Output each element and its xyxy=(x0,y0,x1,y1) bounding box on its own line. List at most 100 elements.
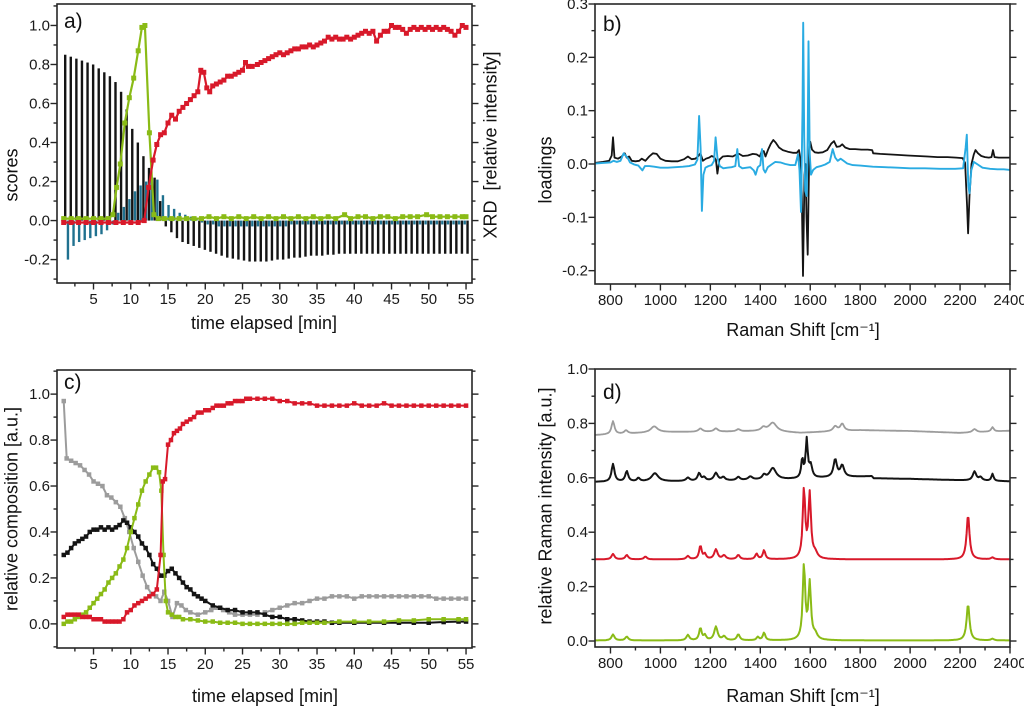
svg-text:0.0: 0.0 xyxy=(29,616,50,633)
svg-text:1200: 1200 xyxy=(694,655,727,672)
panel-b-xaxis-title: Raman Shift [cm⁻¹] xyxy=(726,320,880,340)
svg-text:0.0: 0.0 xyxy=(29,213,50,230)
svg-text:-0.2: -0.2 xyxy=(562,263,588,280)
panel-d-yaxis-title: relative Raman intensity [a.u.] xyxy=(535,387,556,625)
panel-c-yaxis-title: relative composition [a.u.] xyxy=(1,406,22,612)
svg-text:50: 50 xyxy=(420,291,437,308)
composition-line-green xyxy=(61,465,469,627)
spectrum-gray xyxy=(595,420,1010,436)
svg-text:800: 800 xyxy=(598,292,623,309)
svg-text:2200: 2200 xyxy=(943,292,976,309)
svg-text:25: 25 xyxy=(234,291,251,308)
svg-text:30: 30 xyxy=(271,291,288,308)
svg-text:1000: 1000 xyxy=(644,655,677,672)
svg-text:45: 45 xyxy=(383,656,400,673)
panel-a-letter: a) xyxy=(64,10,83,33)
svg-text:35: 35 xyxy=(309,656,326,673)
svg-text:0.0: 0.0 xyxy=(567,156,588,173)
panel-c-tick-labels: 5 10 15 20 25 30 35 40 45 50 55 0.0 0.2 0.4 0.6 0.8 1.0 xyxy=(29,386,474,673)
svg-text:0.0: 0.0 xyxy=(567,633,588,650)
svg-text:1400: 1400 xyxy=(744,655,777,672)
svg-text:1800: 1800 xyxy=(843,655,876,672)
svg-text:5: 5 xyxy=(89,656,97,673)
scores-bars-black xyxy=(64,54,469,262)
svg-text:2200: 2200 xyxy=(943,655,976,672)
composition-line-gray xyxy=(61,398,469,620)
svg-text:800: 800 xyxy=(598,655,623,672)
svg-text:5: 5 xyxy=(89,291,97,308)
spectrum-red xyxy=(595,486,1010,561)
panel-a-tick-labels: 5 10 15 20 25 30 35 40 45 50 55 -0.2 0.0 0.2 0.4 0.6 0.8… xyxy=(24,17,474,308)
svg-text:0.8: 0.8 xyxy=(29,56,50,73)
svg-text:0.4: 0.4 xyxy=(29,524,50,541)
panel-c-xaxis-title: time elapsed [min] xyxy=(191,686,339,706)
panel-b-letter: b) xyxy=(603,13,622,36)
svg-text:0.4: 0.4 xyxy=(29,135,50,152)
svg-text:2400: 2400 xyxy=(993,292,1024,309)
spectrum-green xyxy=(595,563,1010,642)
svg-text:0.8: 0.8 xyxy=(29,432,50,449)
svg-text:15: 15 xyxy=(160,656,177,673)
svg-text:35: 35 xyxy=(309,291,326,308)
svg-text:2000: 2000 xyxy=(893,655,926,672)
panel-a-axes xyxy=(50,3,479,290)
scores-line-green xyxy=(61,23,469,222)
svg-text:1.0: 1.0 xyxy=(567,361,588,378)
svg-text:1800: 1800 xyxy=(843,292,876,309)
panel-d-letter: d) xyxy=(603,381,622,404)
svg-text:1200: 1200 xyxy=(694,292,727,309)
svg-text:0.2: 0.2 xyxy=(29,174,50,191)
svg-text:0.2: 0.2 xyxy=(567,49,588,66)
composition-line-black xyxy=(61,518,469,625)
svg-text:10: 10 xyxy=(122,291,139,308)
panel-b-plot: 800 1000 1200 1400 1600 1800 2000 2200 2400 -0.2 -… xyxy=(562,0,1024,309)
svg-text:0.6: 0.6 xyxy=(567,470,588,487)
panel-d-axes xyxy=(588,368,1017,654)
spectrum-black xyxy=(595,435,1010,483)
svg-text:-0.1: -0.1 xyxy=(562,209,588,226)
scores-bars-teal xyxy=(66,177,466,260)
panel-d-tick-labels: 800 1000 1200 1400 1600 1800 2000 2200 2400 0.0 0.… xyxy=(567,361,1024,672)
svg-text:25: 25 xyxy=(234,656,251,673)
svg-text:1.0: 1.0 xyxy=(29,386,50,403)
panel-a-xaxis-title: time elapsed [min] xyxy=(190,313,338,333)
panel-b-yaxis-title: loadings xyxy=(535,136,556,204)
panel-c-axes xyxy=(50,369,479,655)
panel-a-yaxis-title: scores xyxy=(1,148,22,202)
loadings-line-cyan xyxy=(595,21,1010,213)
svg-text:1000: 1000 xyxy=(644,292,677,309)
panel-a-right-axis-title: XRD [relative intensity] xyxy=(480,51,501,239)
svg-text:1.0: 1.0 xyxy=(29,17,50,34)
svg-text:-0.2: -0.2 xyxy=(24,252,50,269)
svg-text:40: 40 xyxy=(346,291,363,308)
svg-text:0.1: 0.1 xyxy=(567,103,588,120)
svg-text:0.4: 0.4 xyxy=(567,524,588,541)
composition-line-red xyxy=(61,396,469,624)
svg-text:10: 10 xyxy=(122,656,139,673)
svg-text:0.2: 0.2 xyxy=(567,579,588,596)
loadings-line-black xyxy=(595,136,1010,277)
scores-line-red xyxy=(61,23,469,225)
svg-text:50: 50 xyxy=(420,656,437,673)
svg-text:55: 55 xyxy=(458,656,475,673)
svg-text:40: 40 xyxy=(346,656,363,673)
svg-text:0.8: 0.8 xyxy=(567,415,588,432)
svg-text:1600: 1600 xyxy=(794,655,827,672)
panel-c-plot: 5 10 15 20 25 30 35 40 45 50 55 0.0 0.2 0.4 0.6 0.8 1.0 xyxy=(29,369,479,673)
svg-text:0.6: 0.6 xyxy=(29,96,50,113)
svg-text:1400: 1400 xyxy=(744,292,777,309)
svg-text:2400: 2400 xyxy=(993,655,1024,672)
panel-a-plot: 5 10 15 20 25 30 35 40 45 50 55 -0.2 0.0 0.2 0.4 0.6 0.8… xyxy=(24,3,479,308)
svg-text:20: 20 xyxy=(197,291,214,308)
panel-d-xaxis-title: Raman Shift [cm⁻¹] xyxy=(726,686,880,706)
svg-text:0.2: 0.2 xyxy=(29,570,50,587)
panel-b-tick-labels: 800 1000 1200 1400 1600 1800 2000 2200 2400 -0.2 -… xyxy=(562,0,1024,309)
svg-text:0.3: 0.3 xyxy=(567,0,588,13)
svg-text:15: 15 xyxy=(160,291,177,308)
svg-text:0.6: 0.6 xyxy=(29,478,50,495)
svg-text:1600: 1600 xyxy=(794,292,827,309)
panel-d-plot: 800 1000 1200 1400 1600 1800 2000 2200 2400 0.0 0.… xyxy=(567,361,1024,672)
svg-text:30: 30 xyxy=(271,656,288,673)
svg-text:20: 20 xyxy=(197,656,214,673)
